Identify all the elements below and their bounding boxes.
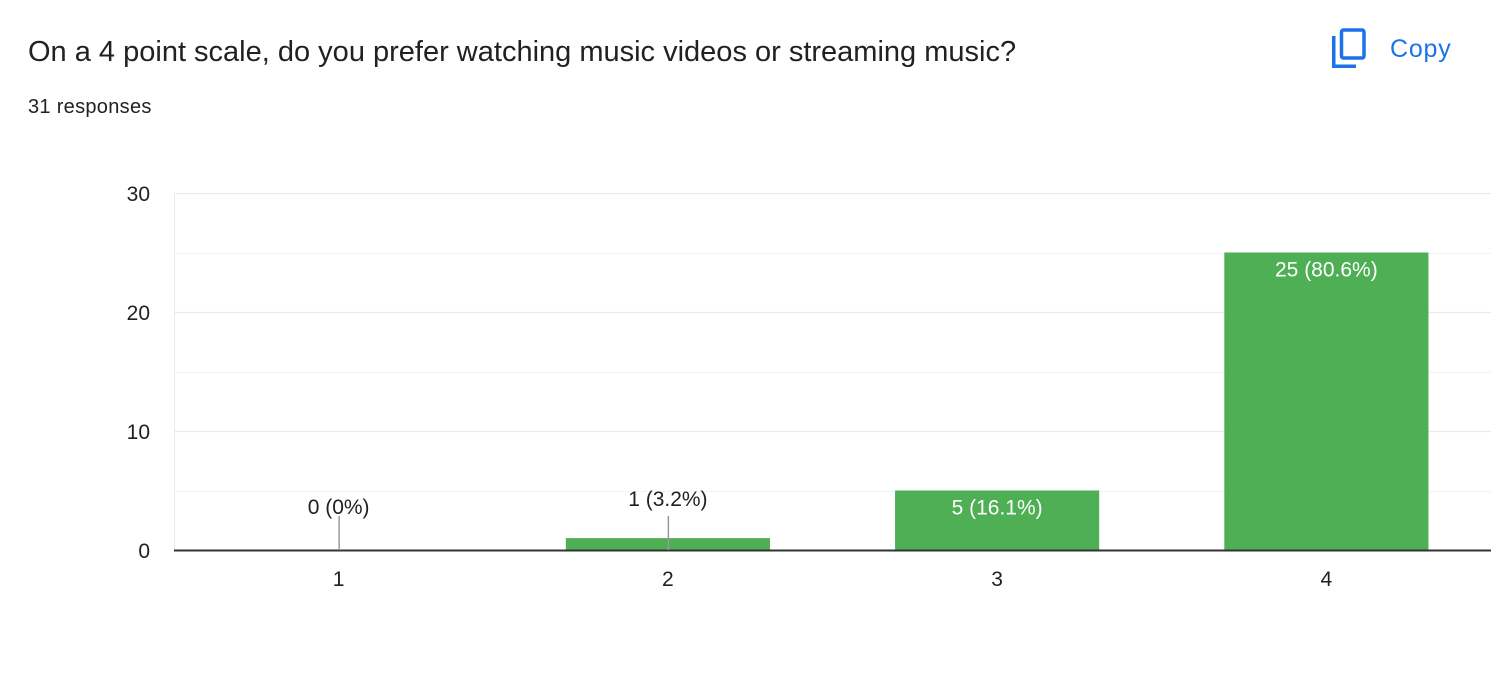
bar-layer <box>565 252 1429 550</box>
bar <box>1224 252 1429 550</box>
data-label: 5 (16.1%) <box>952 497 1043 520</box>
copy-button[interactable]: Copy <box>1322 24 1460 74</box>
y-tick-label: 10 <box>127 421 150 444</box>
bar <box>895 490 1100 550</box>
y-tick-label: 30 <box>127 183 150 206</box>
axis-layer: 0 10 20 30 1 2 3 4 <box>127 183 1491 591</box>
y-tick-label: 0 <box>138 540 150 563</box>
question-title: On a 4 point scale, do you prefer watchi… <box>28 36 1017 68</box>
x-tick-label: 2 <box>662 568 674 591</box>
data-label: 1 (3.2%) <box>628 488 707 511</box>
copy-icon <box>1332 28 1366 68</box>
response-count: 31 responses <box>28 96 152 118</box>
x-tick-label: 1 <box>333 568 345 591</box>
label-layer: 0 (0%) 1 (3.2%) 5 (16.1%) 25 (80.6%) <box>308 259 1378 550</box>
x-tick-label: 3 <box>991 568 1003 591</box>
data-label: 0 (0%) <box>308 496 370 519</box>
x-tick-label: 4 <box>1321 568 1333 591</box>
data-label: 25 (80.6%) <box>1275 259 1378 282</box>
copy-label: Copy <box>1390 34 1452 63</box>
y-tick-label: 20 <box>127 302 150 325</box>
